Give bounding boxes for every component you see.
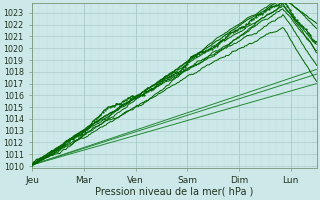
X-axis label: Pression niveau de la mer( hPa ): Pression niveau de la mer( hPa ) bbox=[95, 187, 253, 197]
